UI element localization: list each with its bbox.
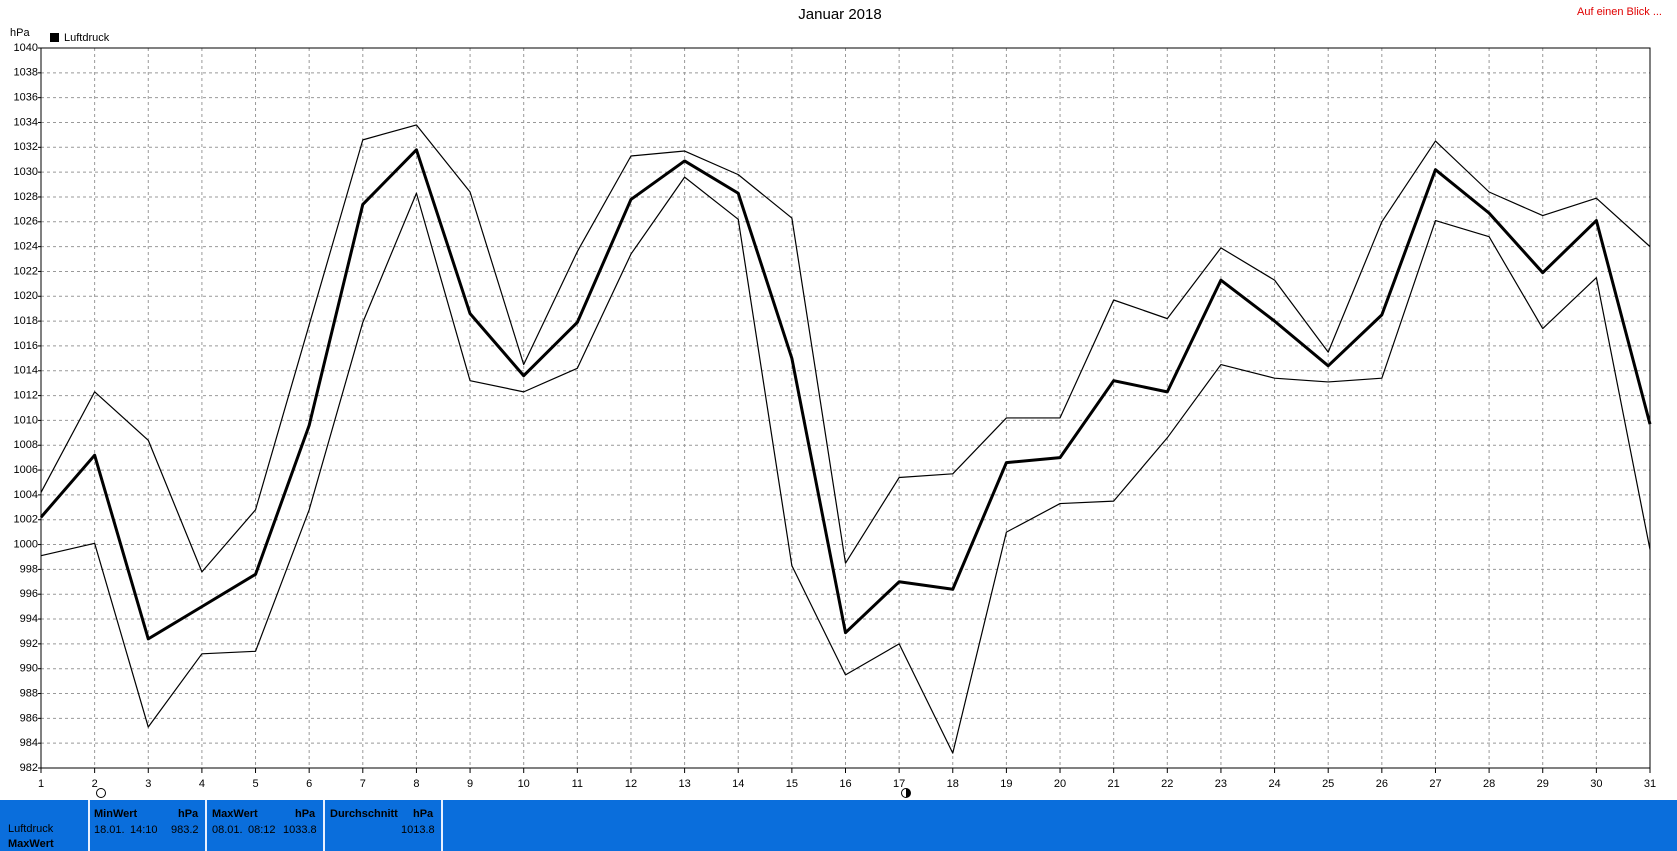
col-date: 08.01. xyxy=(212,824,243,836)
y-tick-label: 1018 xyxy=(14,315,38,327)
summary-panel: Luftdruck MaxWert MinWert hPa 18.01. 14:… xyxy=(0,800,1677,851)
x-tick-label: 3 xyxy=(145,778,151,790)
x-tick-label: 11 xyxy=(572,778,583,790)
x-tick-label: 23 xyxy=(1215,778,1227,790)
y-tick-label: 996 xyxy=(20,588,38,600)
y-tick-label: 1014 xyxy=(14,365,38,377)
series-line xyxy=(40,176,1651,754)
y-tick-label: 1020 xyxy=(14,290,38,302)
y-tick-label: 1038 xyxy=(14,67,38,79)
x-tick-label: 25 xyxy=(1322,778,1334,790)
moon-new-icon xyxy=(96,788,106,798)
x-tick-label: 16 xyxy=(839,778,851,790)
y-tick-label: 1012 xyxy=(14,389,38,401)
x-tick-label: 24 xyxy=(1268,778,1280,790)
col-unit: hPa xyxy=(178,808,199,820)
x-tick-label: 19 xyxy=(1000,778,1012,790)
separator xyxy=(88,800,90,851)
y-tick-label: 1032 xyxy=(14,141,38,153)
series-line xyxy=(39,148,1652,641)
separator xyxy=(205,800,207,851)
col-unit: hPa xyxy=(413,808,434,820)
col-header: MinWert xyxy=(94,808,138,820)
x-tick-label: 21 xyxy=(1108,778,1120,790)
x-tick-label: 27 xyxy=(1429,778,1441,790)
x-tick-label: 31 xyxy=(1644,778,1656,790)
separator xyxy=(441,800,443,851)
y-tick-label: 988 xyxy=(20,687,38,699)
y-tick-label: 1004 xyxy=(14,489,38,501)
y-tick-label: 1036 xyxy=(14,92,38,104)
x-tick-label: 14 xyxy=(732,778,744,790)
chart: Januar 2018 Auf einen Blick ... hPa Luft… xyxy=(10,6,1662,798)
x-tick-label: 22 xyxy=(1161,778,1173,790)
y-tick-label: 1006 xyxy=(14,464,38,476)
x-tick-label: 6 xyxy=(306,778,312,790)
x-tick-label: 17 xyxy=(893,778,905,790)
col-header: Durchschnitt xyxy=(330,808,398,820)
y-tick-label: 990 xyxy=(20,663,38,675)
x-tick-label: 1 xyxy=(38,778,44,790)
x-tick-label: 15 xyxy=(786,778,798,790)
x-tick-label: 28 xyxy=(1483,778,1495,790)
separator xyxy=(323,800,325,851)
y-tick-label: 1002 xyxy=(14,514,38,526)
x-tick-label: 13 xyxy=(678,778,690,790)
x-tick-label: 12 xyxy=(625,778,637,790)
x-tick-label: 20 xyxy=(1054,778,1066,790)
moon-half xyxy=(906,788,911,798)
series-line xyxy=(40,124,1651,573)
y-tick-label: 994 xyxy=(20,613,38,625)
y-tick-label: 1008 xyxy=(14,439,38,451)
y-tick-label: 984 xyxy=(20,737,38,749)
y-tick-label: 1000 xyxy=(14,538,38,550)
col-value: 1013.8 xyxy=(401,824,435,836)
col-date: 18.01. xyxy=(94,824,125,836)
row-label: Luftdruck xyxy=(8,823,54,835)
legend-label: Luftdruck xyxy=(64,32,110,44)
chart-title: Januar 2018 xyxy=(798,6,881,23)
col-time: 14:10 xyxy=(130,824,158,836)
y-tick-label: 992 xyxy=(20,638,38,650)
x-tick-label: 30 xyxy=(1590,778,1602,790)
x-tick-label: 5 xyxy=(252,778,258,790)
x-tick-label: 8 xyxy=(413,778,419,790)
y-tick-label: 1030 xyxy=(14,166,38,178)
col-unit: hPa xyxy=(295,808,316,820)
y-tick-label: 982 xyxy=(20,762,38,774)
x-tick-label: 26 xyxy=(1376,778,1388,790)
col-time: 08:12 xyxy=(248,824,276,836)
y-tick-label: 1024 xyxy=(14,241,38,253)
y-tick-label: 1016 xyxy=(14,340,38,352)
x-tick-label: 9 xyxy=(467,778,473,790)
y-unit: hPa xyxy=(10,27,30,39)
row-label: MaxWert xyxy=(8,838,54,850)
legend-swatch xyxy=(50,33,59,42)
col-header: MaxWert xyxy=(212,808,258,820)
y-tick-label: 1040 xyxy=(14,42,38,54)
col-value: 1033.8 xyxy=(283,824,317,836)
x-tick-label: 10 xyxy=(518,778,530,790)
x-tick-label: 4 xyxy=(199,778,205,790)
y-tick-label: 1034 xyxy=(14,116,38,128)
overview-link[interactable]: Auf einen Blick ... xyxy=(1577,6,1662,18)
y-tick-label: 998 xyxy=(20,563,38,575)
col-value: 983.2 xyxy=(171,824,199,836)
x-tick-label: 7 xyxy=(360,778,366,790)
y-tick-label: 1026 xyxy=(14,216,38,228)
plot-border xyxy=(40,47,1651,769)
y-tick-label: 1022 xyxy=(14,265,38,277)
x-tick-label: 29 xyxy=(1537,778,1549,790)
y-tick-label: 986 xyxy=(20,712,38,724)
y-tick-label: 1028 xyxy=(14,191,38,203)
x-tick-label: 18 xyxy=(947,778,959,790)
x-tick-label: 2 xyxy=(92,778,98,790)
y-tick-label: 1010 xyxy=(14,414,38,426)
